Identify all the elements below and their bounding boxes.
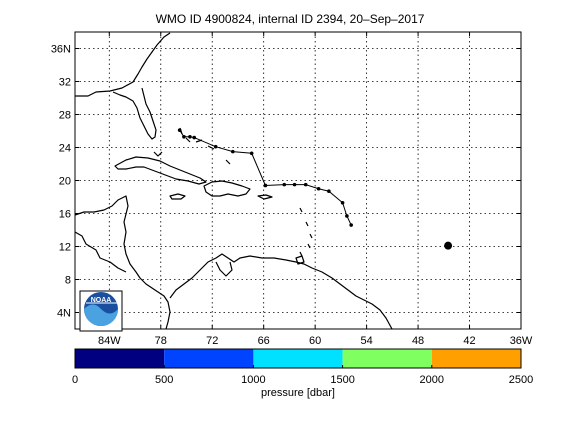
lon-tick-label: 60 xyxy=(309,335,321,347)
lon-tick-label: 72 xyxy=(206,335,218,347)
map-background xyxy=(75,32,521,329)
colorbar-tick-label: 2000 xyxy=(420,374,444,386)
map-ticks: 84W 78 72 66 60 54 48 42 36W 36N 32 28 24 20 16 12 8 4N xyxy=(51,32,533,347)
track-point xyxy=(292,182,297,187)
lat-tick-label: 12 xyxy=(59,242,71,254)
coast-lesser-antilles xyxy=(299,207,313,257)
colorbar-segment xyxy=(75,349,165,368)
track-point xyxy=(345,214,349,218)
track-point xyxy=(249,151,254,156)
track-point xyxy=(188,134,192,139)
colorbar-tick-label: 2500 xyxy=(509,374,533,386)
colorbar-tick-label: 1000 xyxy=(241,374,265,386)
track-point xyxy=(213,144,218,149)
colorbar-ticks: 0 500 1000 1500 2000 2500 xyxy=(72,365,533,386)
track-point xyxy=(182,134,186,139)
current-position-marker xyxy=(444,241,453,250)
coast-gulf xyxy=(74,231,127,273)
lat-tick-label: 8 xyxy=(65,275,71,287)
coast-central-america xyxy=(74,195,171,330)
track-point xyxy=(263,183,268,188)
colorbar-segment xyxy=(342,349,432,368)
lon-tick-label: 42 xyxy=(463,335,475,347)
lat-tick-label: 16 xyxy=(59,209,71,221)
colorbar-segment xyxy=(431,349,521,368)
colorbar-tick-label: 500 xyxy=(155,374,173,386)
lon-tick-label: 36W xyxy=(510,335,533,347)
lon-tick-label: 84W xyxy=(98,335,121,347)
float-track xyxy=(177,128,453,250)
noaa-logo: NOAA xyxy=(79,290,123,332)
noaa-logo-text: NOAA xyxy=(91,297,112,304)
coast-hispaniola xyxy=(203,180,251,197)
lat-tick-label: 20 xyxy=(59,176,71,188)
lat-tick-label: 36N xyxy=(51,44,71,56)
coast-jamaica xyxy=(169,193,186,200)
track-point xyxy=(282,182,287,187)
coast-venezuela-detail xyxy=(215,261,233,277)
lon-tick-label: 48 xyxy=(412,335,424,347)
colorbar-segment xyxy=(164,349,254,368)
coast-south-america xyxy=(169,253,393,330)
track-point xyxy=(231,149,235,154)
lat-tick-label: 24 xyxy=(59,143,71,155)
track-line xyxy=(179,129,352,226)
colorbar: 0 500 1000 1500 2000 2500 pressure [dbar] xyxy=(72,348,533,399)
colorbar-segments xyxy=(75,349,521,368)
map-panel: 84W 78 72 66 60 54 48 42 36W 36N 32 28 24 20 16 12 8 4N N… xyxy=(51,31,533,347)
colorbar-segment xyxy=(253,349,343,368)
lat-tick-label: 32 xyxy=(59,77,71,89)
track-point xyxy=(316,186,321,191)
track-point xyxy=(177,128,182,132)
coast-cuba xyxy=(114,156,207,185)
track-point xyxy=(349,223,353,227)
lon-tick-label: 54 xyxy=(360,335,372,347)
colorbar-tick-label: 1500 xyxy=(330,374,354,386)
colorbar-frame xyxy=(74,348,522,369)
coast-puerto-rico xyxy=(257,194,273,200)
lat-tick-label: 4N xyxy=(57,308,71,320)
track-point xyxy=(327,189,331,194)
lon-tick-label: 78 xyxy=(155,335,167,347)
coast-trinidad xyxy=(295,255,305,265)
lat-tick-label: 28 xyxy=(59,110,71,122)
coast-florida xyxy=(75,32,171,140)
figure-title: WMO ID 4900824, internal ID 2394, 20–Sep… xyxy=(156,12,425,26)
track-point xyxy=(340,200,345,205)
colorbar-label: pressure [dbar] xyxy=(261,387,335,399)
colorbar-tick-label: 0 xyxy=(72,374,78,386)
lon-tick-label: 66 xyxy=(258,335,270,347)
coastlines xyxy=(74,32,393,330)
track-point xyxy=(303,182,308,187)
track-point xyxy=(192,135,197,140)
